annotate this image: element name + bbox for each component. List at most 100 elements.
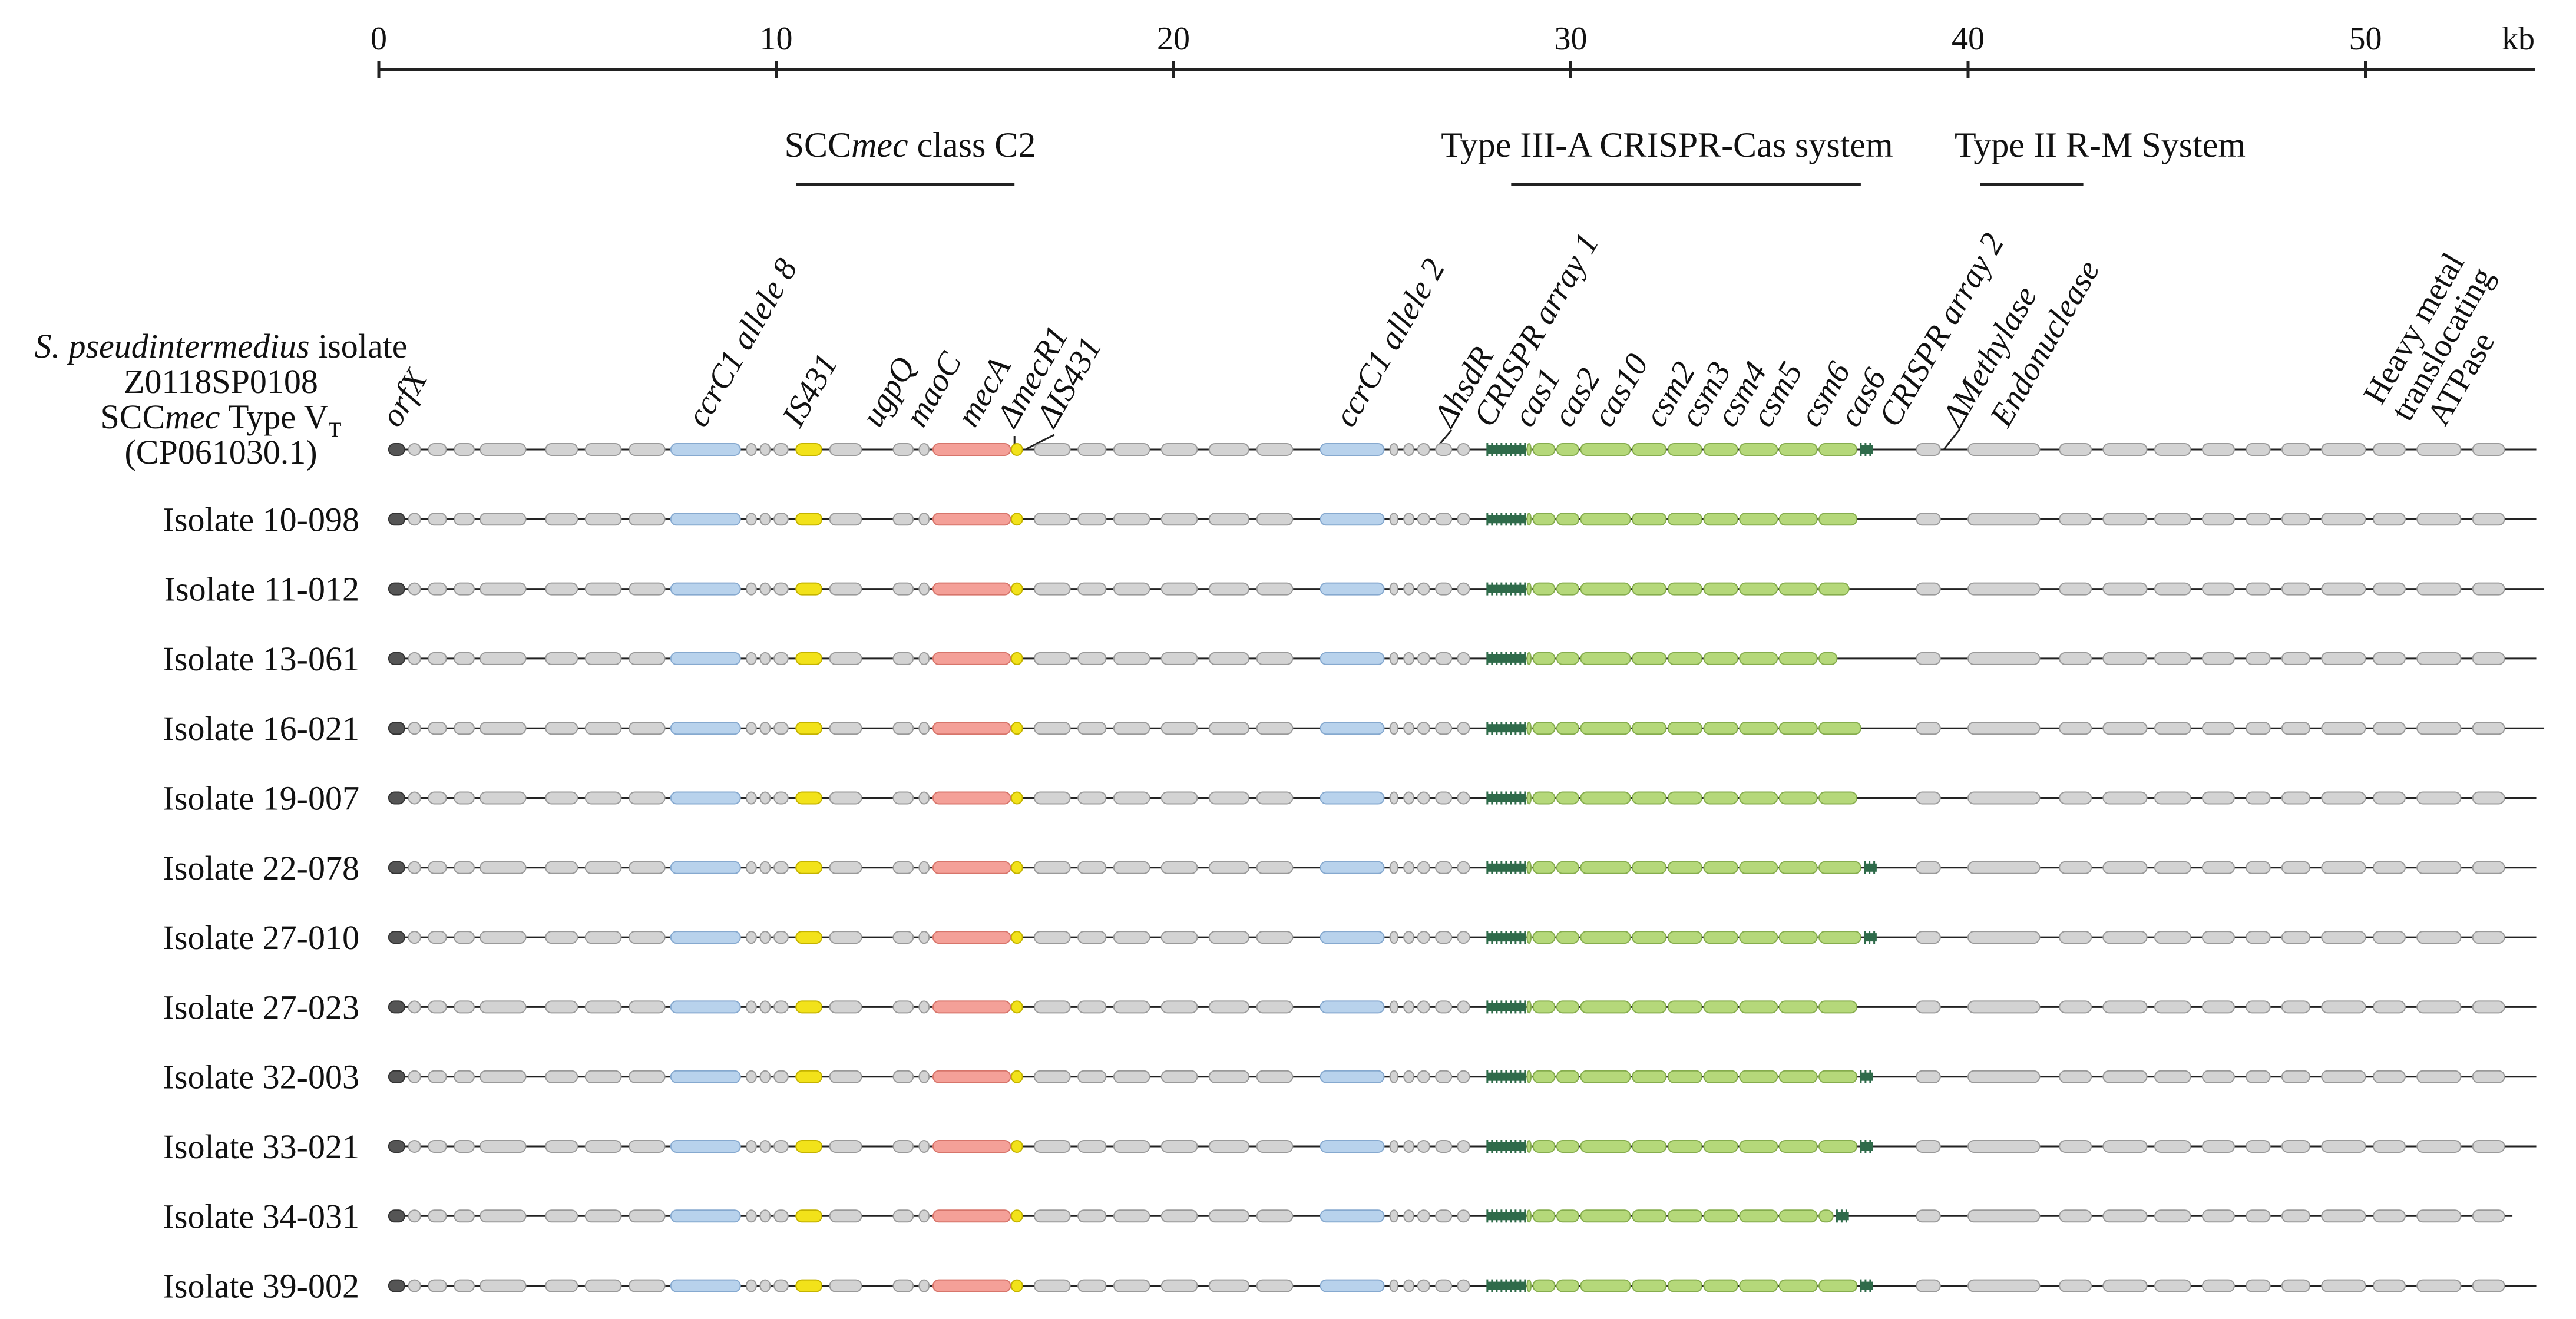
gene-arrow <box>1632 1279 1667 1292</box>
gene-arrow <box>670 513 741 526</box>
gene-arrow <box>2102 722 2148 735</box>
gene-arrow <box>1256 1140 1294 1153</box>
gene-arrow <box>2059 1209 2092 1223</box>
gene-arrow <box>1077 722 1107 735</box>
gene-arrow <box>1703 791 1738 805</box>
reference-species: S. pseudintermedius isolate <box>34 327 407 365</box>
gene-arrow <box>1916 582 1941 596</box>
gene-arrow <box>1457 652 1470 665</box>
gene-arrow <box>1389 582 1399 596</box>
gene-arrow <box>1417 791 1431 805</box>
gene-arrow <box>759 1000 771 1014</box>
gene-arrow <box>670 1209 741 1223</box>
gene-arrow <box>1632 861 1667 874</box>
gene-arrow <box>773 1000 789 1014</box>
gene-arrow <box>1320 1070 1385 1083</box>
gene-arrow <box>1417 1000 1431 1014</box>
gene-arrow <box>1632 791 1667 805</box>
gene-arrow <box>2201 443 2235 456</box>
gene-arrow <box>892 652 914 665</box>
gene-arrow <box>2321 652 2366 665</box>
gene-arrow <box>2154 722 2191 735</box>
gene-arrow <box>2472 443 2505 456</box>
gene-arrow <box>892 1140 914 1153</box>
reference-isolate-label: S. pseudintermedius isolateZ0118SP0108SC… <box>34 327 407 471</box>
gene-arrow <box>2416 1140 2462 1153</box>
gene-arrow <box>1457 1140 1470 1153</box>
gene-arrow <box>428 1070 447 1083</box>
reference-scc-type: SCCmec Type VT <box>101 398 342 441</box>
gene-arrow <box>2372 1000 2406 1014</box>
gene-arrow <box>1208 1070 1250 1083</box>
gene-arrow <box>1967 513 2041 526</box>
isolate-label: Isolate 33-021 <box>163 1128 359 1166</box>
gene-arrow <box>1580 791 1631 805</box>
gene-track-row <box>388 931 2537 944</box>
gene-arrow <box>1010 1279 1023 1292</box>
gene-arrow <box>584 1209 622 1223</box>
gene-arrow <box>2201 1209 2235 1223</box>
gene-arrow <box>2246 1279 2271 1292</box>
gene-arrow <box>1389 1209 1399 1223</box>
gene-arrow <box>829 861 862 874</box>
gene-arrow <box>795 931 823 944</box>
gene-arrow <box>1033 1000 1071 1014</box>
gene-arrow <box>1778 1209 1818 1223</box>
gene-arrow <box>1010 1140 1023 1153</box>
gene-arrow <box>918 1140 930 1153</box>
gene-arrow <box>1632 1000 1667 1014</box>
gene-arrow <box>1403 722 1415 735</box>
gene-arrow <box>1778 791 1818 805</box>
gene-arrow <box>932 791 1011 805</box>
gene-arrow <box>1703 1209 1738 1223</box>
gene-arrow <box>2059 1140 2092 1153</box>
gene-arrow <box>1532 513 1556 526</box>
scale-tick-label: 20 <box>1157 21 1190 57</box>
gene-arrow <box>2154 1000 2191 1014</box>
gene-arrow <box>1703 582 1738 596</box>
gene-arrow <box>918 1279 930 1292</box>
gene-arrow <box>2472 1140 2505 1153</box>
gene-arrow <box>1320 443 1385 456</box>
gene-arrow <box>2372 1209 2406 1223</box>
gene-arrow <box>829 1000 862 1014</box>
gene-arrow <box>1818 791 1858 805</box>
gene-arrow <box>918 791 930 805</box>
gene-arrow <box>1457 443 1470 456</box>
gene-arrow <box>545 443 578 456</box>
gene-arrow <box>628 652 666 665</box>
gene-arrow <box>2472 1070 2505 1083</box>
gene-arrow <box>2201 513 2235 526</box>
gene-arrow <box>2102 1070 2148 1083</box>
isolate-labels: Isolate 10-098 Isolate 11-012 Isolate 13-0… <box>163 500 359 1305</box>
scale-ticks: 0 10 20 30 40 50 <box>371 21 2382 78</box>
gene-arrow <box>1967 931 2041 944</box>
gene-arrow <box>1208 513 1250 526</box>
gene-arrow <box>408 513 421 526</box>
gene-arrow <box>628 513 666 526</box>
gene-arrow <box>1113 791 1150 805</box>
gene-arrow <box>2246 1140 2271 1153</box>
gene-arrow <box>479 1209 527 1223</box>
gene-arrow <box>1033 1209 1071 1223</box>
gene-arrow <box>2281 443 2311 456</box>
gene-arrow <box>1160 513 1198 526</box>
gene-arrow <box>479 582 527 596</box>
gene-arrow <box>1033 861 1071 874</box>
gene-arrow <box>759 791 771 805</box>
gene-arrow <box>2201 861 2235 874</box>
gene-arrow <box>773 582 789 596</box>
gene-arrow <box>1526 791 1532 805</box>
gene-arrow <box>2246 582 2271 596</box>
gene-arrow <box>1320 722 1385 735</box>
gene-arrow <box>1532 791 1556 805</box>
gene-arrow <box>584 582 622 596</box>
gene-track-row <box>388 652 2537 665</box>
gene-arrow <box>1703 931 1738 944</box>
gene-arrow <box>918 1209 930 1223</box>
gene-arrow <box>1417 1140 1431 1153</box>
gene-arrow <box>829 1209 862 1223</box>
gene-track-row <box>388 1000 2537 1014</box>
gene-arrow <box>2246 791 2271 805</box>
gene-arrow <box>2154 1279 2191 1292</box>
